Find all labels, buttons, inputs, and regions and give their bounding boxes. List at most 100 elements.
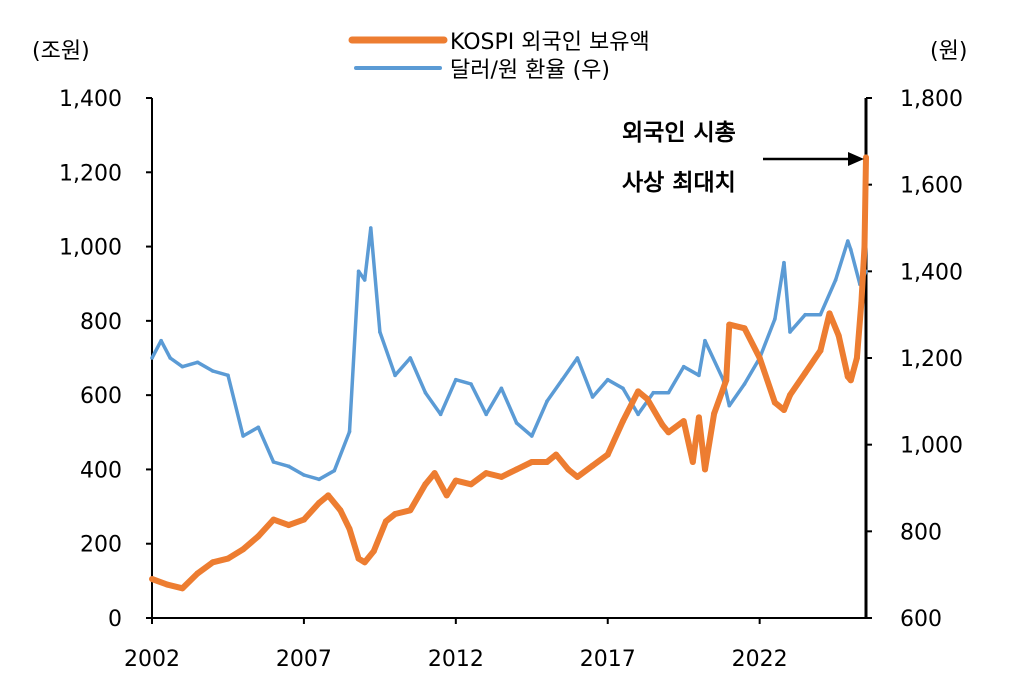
data-point-kospi bbox=[756, 355, 763, 361]
right-tick-label: 1,600 bbox=[900, 174, 963, 199]
data-point-usdkrw bbox=[332, 468, 337, 473]
annotation-arrow-head bbox=[848, 152, 864, 166]
data-point-usdkrw bbox=[256, 425, 261, 430]
data-point-usdkrw bbox=[651, 390, 656, 395]
data-point-usdkrw bbox=[159, 338, 163, 343]
data-point-usdkrw bbox=[849, 247, 853, 252]
data-point-kospi bbox=[325, 492, 332, 499]
data-point-usdkrw bbox=[408, 356, 413, 360]
data-point-kospi bbox=[285, 522, 292, 529]
left-tick-label: 0 bbox=[108, 607, 122, 632]
data-point-usdkrw bbox=[378, 330, 382, 334]
data-point-usdkrw bbox=[195, 360, 200, 365]
data-point-kospi bbox=[723, 377, 730, 384]
data-point-usdkrw bbox=[818, 312, 823, 317]
data-point-kospi bbox=[741, 325, 748, 332]
data-point-kospi bbox=[443, 492, 450, 499]
right-tick-label: 800 bbox=[900, 520, 942, 545]
data-point-usdkrw bbox=[636, 412, 640, 417]
data-point-kospi bbox=[771, 399, 778, 406]
legend-label-kospi: KOSPI 외국인 보유액 bbox=[450, 30, 650, 55]
data-point-usdkrw bbox=[423, 390, 428, 395]
data-point-kospi bbox=[513, 466, 520, 473]
data-point-usdkrw bbox=[697, 373, 701, 378]
data-point-kospi bbox=[553, 451, 560, 458]
annotation: 외국인 시총 사상 최대치 bbox=[622, 120, 864, 196]
data-point-kospi bbox=[589, 462, 596, 469]
data-point-usdkrw bbox=[368, 226, 373, 230]
data-point-kospi bbox=[604, 451, 611, 458]
x-tick-label: 2002 bbox=[124, 647, 180, 672]
data-point-usdkrw bbox=[803, 312, 808, 317]
data-point-usdkrw bbox=[356, 269, 361, 274]
data-point-kospi bbox=[528, 459, 535, 465]
data-point-kospi bbox=[300, 516, 307, 523]
data-point-kospi bbox=[835, 332, 842, 339]
data-point-kospi bbox=[644, 395, 651, 402]
data-point-usdkrw bbox=[560, 377, 564, 382]
data-point-kospi bbox=[853, 355, 860, 361]
left-tick-label: 1,000 bbox=[59, 236, 122, 261]
data-point-usdkrw bbox=[621, 386, 625, 391]
data-point-kospi bbox=[847, 377, 854, 384]
data-point-kospi bbox=[635, 388, 642, 395]
series-lines bbox=[149, 154, 869, 592]
data-point-kospi bbox=[863, 154, 869, 161]
data-point-kospi bbox=[149, 576, 155, 582]
data-point-kospi bbox=[270, 516, 277, 523]
data-point-usdkrw bbox=[742, 382, 747, 386]
left-axis-unit: (조원) bbox=[32, 39, 90, 64]
right-tick-label: 1,200 bbox=[900, 347, 963, 372]
right-tick-label: 1,400 bbox=[900, 260, 963, 285]
data-point-usdkrw bbox=[362, 278, 367, 282]
data-point-usdkrw bbox=[575, 356, 580, 360]
data-point-kospi bbox=[224, 555, 231, 562]
data-point-kospi bbox=[817, 347, 824, 354]
data-point-usdkrw bbox=[438, 412, 443, 417]
data-point-kospi bbox=[574, 473, 581, 480]
x-tick-label: 2022 bbox=[732, 647, 788, 672]
data-point-kospi bbox=[543, 459, 550, 465]
data-point-kospi bbox=[780, 407, 787, 413]
data-point-usdkrw bbox=[681, 364, 686, 369]
data-point-kospi bbox=[726, 321, 733, 328]
data-point-kospi bbox=[787, 392, 794, 399]
axes: 0 200 400 600 800 1,000 1,200 1,400 600 800 1,000 1… bbox=[59, 87, 963, 672]
data-point-usdkrw bbox=[271, 460, 276, 464]
left-tick-label: 600 bbox=[80, 384, 122, 409]
data-point-kospi bbox=[498, 473, 505, 480]
data-point-kospi bbox=[361, 559, 368, 566]
data-point-usdkrw bbox=[454, 377, 458, 382]
data-point-kospi bbox=[619, 418, 626, 425]
data-point-usdkrw bbox=[833, 278, 838, 282]
data-point-usdkrw bbox=[210, 369, 215, 373]
data-point-usdkrw bbox=[317, 477, 321, 482]
data-point-kospi bbox=[194, 570, 201, 577]
data-point-usdkrw bbox=[514, 421, 519, 425]
data-point-kospi bbox=[255, 533, 262, 540]
data-point-kospi bbox=[346, 525, 353, 532]
data-point-kospi bbox=[370, 548, 377, 555]
data-point-usdkrw bbox=[302, 473, 306, 477]
data-point-kospi bbox=[209, 559, 216, 566]
data-point-kospi bbox=[826, 310, 833, 317]
data-point-kospi bbox=[337, 507, 344, 514]
left-tick-label: 400 bbox=[80, 458, 122, 483]
data-point-kospi bbox=[316, 499, 323, 506]
data-point-kospi bbox=[452, 477, 459, 484]
annotation-line-1: 외국인 시총 bbox=[622, 120, 736, 146]
left-tick-label: 200 bbox=[80, 533, 122, 558]
data-point-kospi bbox=[468, 481, 475, 488]
data-point-kospi bbox=[431, 470, 438, 477]
data-point-usdkrw bbox=[469, 382, 473, 386]
data-point-usdkrw bbox=[529, 434, 534, 438]
data-point-usdkrw bbox=[605, 377, 610, 382]
data-point-kospi bbox=[355, 555, 362, 562]
x-tick-label: 2012 bbox=[428, 647, 484, 672]
data-point-usdkrw bbox=[286, 464, 291, 469]
data-point-kospi bbox=[861, 243, 868, 250]
legend: KOSPI 외국인 보유액 달러/원 환율 (우) bbox=[348, 30, 650, 83]
data-point-kospi bbox=[179, 585, 186, 592]
left-tick-label: 800 bbox=[80, 310, 122, 335]
